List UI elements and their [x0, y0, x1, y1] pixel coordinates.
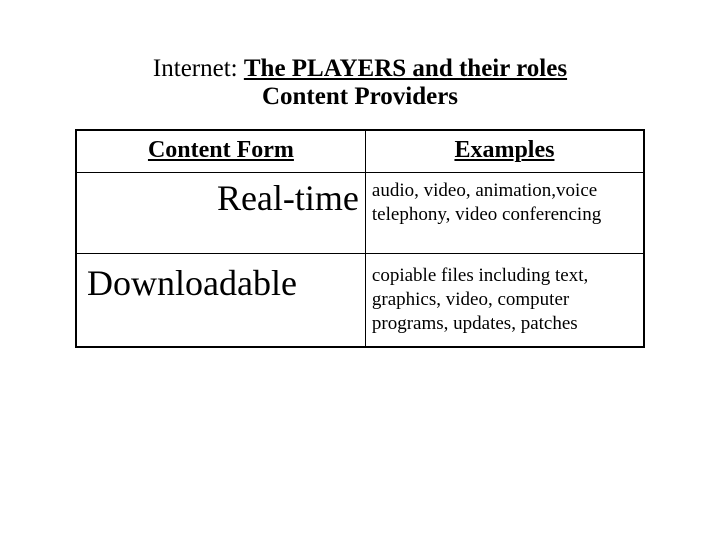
title-prefix: Internet:	[153, 55, 244, 82]
cell-content-form: Real-time	[76, 173, 365, 254]
content-table: Content Form Examples Real-time audio, v…	[75, 129, 645, 348]
cell-content-form: Downloadable	[76, 254, 365, 348]
col-header-content-form: Content Form	[76, 130, 365, 173]
table-row: Real-time audio, video, animation,voice …	[76, 173, 644, 254]
table-header-row: Content Form Examples	[76, 130, 644, 173]
cell-examples: copiable files including text, graphics,…	[365, 254, 644, 348]
slide-title: Internet: The PLAYERS and their roles Co…	[0, 55, 720, 111]
title-main: The PLAYERS and their roles	[244, 55, 567, 82]
cell-examples: audio, video, animation,voice telephony,…	[365, 173, 644, 254]
table-row: Downloadable copiable files including te…	[76, 254, 644, 348]
title-subtitle: Content Providers	[0, 83, 720, 111]
col-header-examples: Examples	[365, 130, 644, 173]
title-line-1: Internet: The PLAYERS and their roles	[0, 55, 720, 83]
